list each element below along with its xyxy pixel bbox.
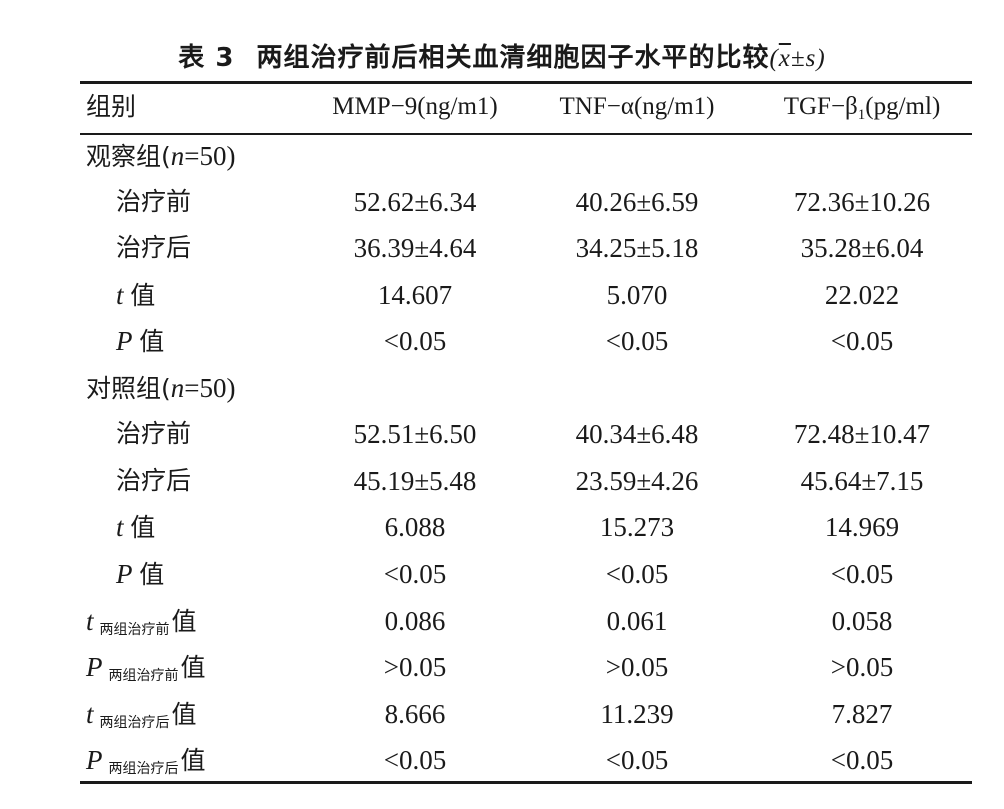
table-header-rule — [80, 133, 972, 135]
cell-tgf-beta1: <0.05 — [830, 559, 894, 589]
cell-tnf-alpha: <0.05 — [605, 326, 669, 356]
cell-tgf-beta1: 72.48±10.47 — [793, 419, 931, 449]
cell-tnf-alpha: 40.26±6.59 — [575, 187, 699, 217]
table-caption: 表 3 两组治疗前后相关血清细胞因子水平的比较(x±s) — [0, 38, 1004, 79]
cell-tgf-beta1: 35.28±6.04 — [800, 233, 924, 263]
cell-tnf-alpha: >0.05 — [605, 652, 669, 682]
cell-mmp9: >0.05 — [383, 652, 447, 682]
caption-close-paren: ) — [816, 45, 826, 72]
row-label: t 值 — [116, 280, 156, 310]
table-row: t 值 6.088 15.273 14.969 — [80, 504, 972, 550]
cell-tnf-alpha: 15.273 — [599, 512, 675, 542]
cell-mmp9: 8.666 — [384, 699, 446, 729]
cell-tgf-beta1: 45.64±7.15 — [800, 466, 924, 496]
row-label: P 两组治疗后值 — [86, 745, 206, 777]
cell-tnf-alpha: <0.05 — [605, 745, 669, 775]
row-label: P 值 — [116, 326, 165, 356]
cell-tgf-beta1: 22.022 — [824, 280, 900, 310]
comparison-row: t 两组治疗后值 8.666 11.239 7.827 — [80, 691, 972, 737]
row-label: 治疗后 — [116, 233, 192, 262]
table-row: P 值 <0.05 <0.05 <0.05 — [80, 318, 972, 364]
row-label: P 两组治疗前值 — [86, 652, 206, 684]
cell-mmp9: 45.19±5.48 — [353, 466, 477, 496]
caption-mean-symbol: x — [778, 45, 791, 72]
table-row: 治疗后 45.19±5.48 23.59±4.26 45.64±7.15 — [80, 458, 972, 504]
row-label: 治疗前 — [116, 187, 192, 216]
comparison-row: P 两组治疗后值 <0.05 <0.05 <0.05 — [80, 737, 972, 783]
cell-tgf-beta1: <0.05 — [830, 745, 894, 775]
row-label: t 两组治疗前值 — [86, 606, 197, 638]
row-label: t 值 — [116, 512, 156, 542]
header-group-label: 组别 — [86, 92, 137, 121]
header-tgf-beta1-name: TGF−β — [783, 93, 858, 120]
row-label: P 值 — [116, 559, 165, 589]
cell-tgf-beta1: 72.36±10.26 — [793, 187, 931, 217]
cell-tgf-beta1: >0.05 — [830, 652, 894, 682]
table-bottom-rule — [80, 781, 972, 784]
cell-mmp9: 6.088 — [384, 512, 446, 542]
cell-mmp9: 36.39±4.64 — [353, 233, 477, 263]
cell-mmp9: <0.05 — [383, 326, 447, 356]
table-row: t 值 14.607 5.070 22.022 — [80, 272, 972, 318]
group-row-control: 对照组(n=50) — [80, 365, 972, 411]
caption-sd-symbol: ±s — [790, 45, 817, 72]
cell-tnf-alpha: <0.05 — [605, 559, 669, 589]
table-row: 治疗前 52.51±6.50 40.34±6.48 72.48±10.47 — [80, 411, 972, 457]
cell-mmp9: <0.05 — [383, 559, 447, 589]
table-row: P 值 <0.05 <0.05 <0.05 — [80, 551, 972, 597]
group-row-observation: 观察组(n=50) — [80, 133, 972, 179]
cell-tnf-alpha: 23.59±4.26 — [575, 466, 699, 496]
cell-tgf-beta1: 7.827 — [831, 699, 893, 729]
comparison-row: P 两组治疗前值 >0.05 >0.05 >0.05 — [80, 644, 972, 690]
row-label: 治疗前 — [116, 419, 192, 448]
row-label: t 两组治疗后值 — [86, 699, 197, 731]
cell-tnf-alpha: 5.070 — [606, 280, 668, 310]
cell-mmp9: 52.62±6.34 — [353, 187, 477, 217]
table-number: 表 3 — [178, 43, 235, 73]
table-row: 治疗后 36.39±4.64 34.25±5.18 35.28±6.04 — [80, 225, 972, 271]
table-title: 两组治疗前后相关血清细胞因子水平的比较 — [256, 43, 770, 73]
cell-mmp9: 52.51±6.50 — [353, 419, 477, 449]
cell-tnf-alpha: 0.061 — [606, 606, 668, 636]
cell-tnf-alpha: 40.34±6.48 — [575, 419, 699, 449]
table-header-row: 组别 MMP−9(ng/m1) TNF−α(ng/m1) TGF−β1(pg/m… — [80, 84, 972, 130]
header-tgf-beta1-unit: (pg/ml) — [865, 93, 941, 120]
cell-tgf-beta1: 0.058 — [831, 606, 893, 636]
row-label: 治疗后 — [116, 466, 192, 495]
header-mmp9: MMP−9(ng/m1) — [332, 93, 498, 120]
cell-mmp9: 0.086 — [384, 606, 446, 636]
cell-mmp9: <0.05 — [383, 745, 447, 775]
cell-mmp9: 14.607 — [377, 280, 453, 310]
header-tgf-beta1: TGF−β1(pg/ml) — [752, 84, 972, 130]
cell-tgf-beta1: <0.05 — [830, 326, 894, 356]
group-label: 对照组(n=50) — [86, 373, 236, 403]
caption-open-paren: ( — [769, 45, 779, 72]
table-top-rule — [80, 81, 972, 84]
cell-tnf-alpha: 11.239 — [600, 699, 674, 729]
comparison-row: t 两组治疗前值 0.086 0.061 0.058 — [80, 598, 972, 644]
group-label: 观察组(n=50) — [86, 141, 236, 171]
cell-tnf-alpha: 34.25±5.18 — [575, 233, 699, 263]
header-tnf-alpha: TNF−α(ng/m1) — [559, 93, 715, 120]
header-tgf-beta1-subscript: 1 — [857, 107, 866, 123]
cell-tgf-beta1: 14.969 — [824, 512, 900, 542]
table-row: 治疗前 52.62±6.34 40.26±6.59 72.36±10.26 — [80, 179, 972, 225]
